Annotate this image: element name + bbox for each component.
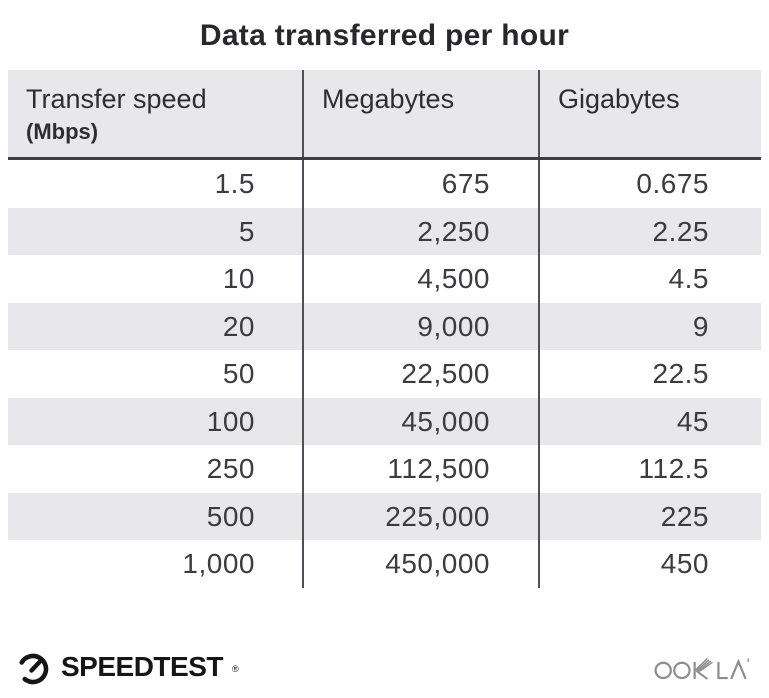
cell-transfer-speed: 250 xyxy=(206,453,255,484)
cell-transfer-speed: 1.5 xyxy=(214,168,255,199)
cell-megabytes: 2,250 xyxy=(302,207,538,255)
cell-megabytes: 9,000 xyxy=(302,302,538,350)
column-header-label: Transfer speed xyxy=(26,84,207,114)
footer: SPEEDTEST ® xyxy=(14,648,755,686)
cell-megabytes: 4,500 xyxy=(302,255,538,303)
cell-gigabytes: 0.675 xyxy=(538,160,761,208)
column-header-unit: (Mbps) xyxy=(26,119,99,145)
table-row: 250 112,500 112.5 xyxy=(8,445,761,493)
data-table: Transfer speed (Mbps) Megabytes Gigabyte… xyxy=(8,70,761,588)
cell-gigabytes: 225 xyxy=(538,492,761,540)
cell-transfer-speed: 1,000 xyxy=(182,548,255,579)
column-header-megabytes: Megabytes xyxy=(302,70,538,157)
cell-megabytes: 450,000 xyxy=(302,540,538,588)
cell-gigabytes: 22.5 xyxy=(538,350,761,398)
cell-megabytes: 225,000 xyxy=(302,492,538,540)
table-body: 1.5 675 0.675 5 2,250 2.25 10 4,500 4.5 20 9,000 9 5… xyxy=(8,160,761,588)
table-row: 100 45,000 45 xyxy=(8,397,761,445)
table-row: 20 9,000 9 xyxy=(8,302,761,350)
table-row: 5 2,250 2.25 xyxy=(8,207,761,255)
cell-gigabytes: 112.5 xyxy=(538,445,761,493)
cell-gigabytes: 2.25 xyxy=(538,207,761,255)
ookla-logo xyxy=(653,650,755,684)
table-header: Transfer speed (Mbps) Megabytes Gigabyte… xyxy=(8,70,761,160)
registered-trademark-symbol: ® xyxy=(231,664,239,674)
cell-gigabytes: 45 xyxy=(538,397,761,445)
column-header-gigabytes: Gigabytes xyxy=(538,70,761,157)
cell-gigabytes: 9 xyxy=(538,302,761,350)
cell-transfer-speed: 10 xyxy=(222,263,255,294)
cell-megabytes: 675 xyxy=(302,160,538,208)
speedtest-gauge-icon xyxy=(17,653,49,685)
ookla-wordmark-icon xyxy=(654,657,749,680)
cell-transfer-speed: 20 xyxy=(222,310,255,342)
table-row: 500 225,000 225 xyxy=(8,492,761,540)
page-title: Data transferred per hour xyxy=(199,19,570,52)
cell-gigabytes: 450 xyxy=(538,540,761,588)
speedtest-logo: SPEEDTEST ® xyxy=(14,648,239,686)
cell-transfer-speed: 100 xyxy=(206,405,255,437)
cell-megabytes: 112,500 xyxy=(302,445,538,493)
cell-transfer-speed: 50 xyxy=(222,358,255,389)
table-row: 1.5 675 0.675 xyxy=(8,160,761,208)
speedtest-wordmark: SPEEDTEST xyxy=(61,651,223,682)
table-row: 50 22,500 22.5 xyxy=(8,350,761,398)
cell-transfer-speed: 5 xyxy=(238,215,255,247)
cell-gigabytes: 4.5 xyxy=(538,255,761,303)
table-row: 1,000 450,000 450 xyxy=(8,540,761,588)
table-row: 10 4,500 4.5 xyxy=(8,255,761,303)
cell-megabytes: 45,000 xyxy=(302,397,538,445)
cell-transfer-speed: 500 xyxy=(206,500,255,532)
column-header-transfer-speed: Transfer speed (Mbps) xyxy=(8,70,302,157)
cell-megabytes: 22,500 xyxy=(302,350,538,398)
